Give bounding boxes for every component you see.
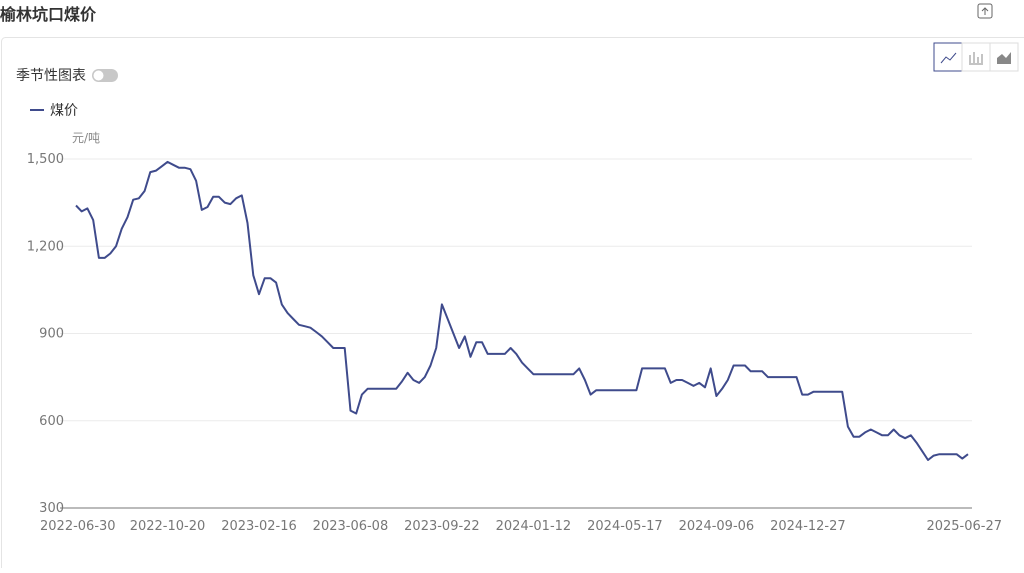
x-tick-label: 2024-09-06 <box>679 519 755 534</box>
x-tick-label: 2025-06-27 <box>926 519 1002 534</box>
y-axis-label: 元/吨 <box>72 131 100 145</box>
line-button[interactable] <box>934 43 962 71</box>
export-arrow <box>982 8 988 15</box>
seasonal-label: 季节性图表 <box>16 68 86 84</box>
toggle-knob <box>94 71 104 81</box>
x-tick-label: 2023-02-16 <box>221 519 297 534</box>
y-tick-label: 1,500 <box>27 152 64 167</box>
y-tick-label: 1,200 <box>27 239 64 254</box>
card <box>2 38 1024 569</box>
page-title: 榆林坑口煤价 <box>0 5 97 24</box>
legend-label: 煤价 <box>50 103 78 119</box>
y-tick-label: 600 <box>39 414 64 429</box>
y-tick-label: 900 <box>39 327 64 342</box>
x-tick-label: 2023-09-22 <box>404 519 480 534</box>
y-tick-label: 300 <box>39 501 64 516</box>
line-series <box>76 162 968 460</box>
x-tick-label: 2022-10-20 <box>130 519 206 534</box>
x-tick-label: 2024-01-12 <box>496 519 572 534</box>
x-tick-label: 2024-12-27 <box>770 519 846 534</box>
x-tick-label: 2023-06-08 <box>313 519 389 534</box>
x-tick-label: 2024-05-17 <box>587 519 663 534</box>
x-tick-label: 2022-06-30 <box>40 519 116 534</box>
bar-button[interactable] <box>962 43 990 71</box>
